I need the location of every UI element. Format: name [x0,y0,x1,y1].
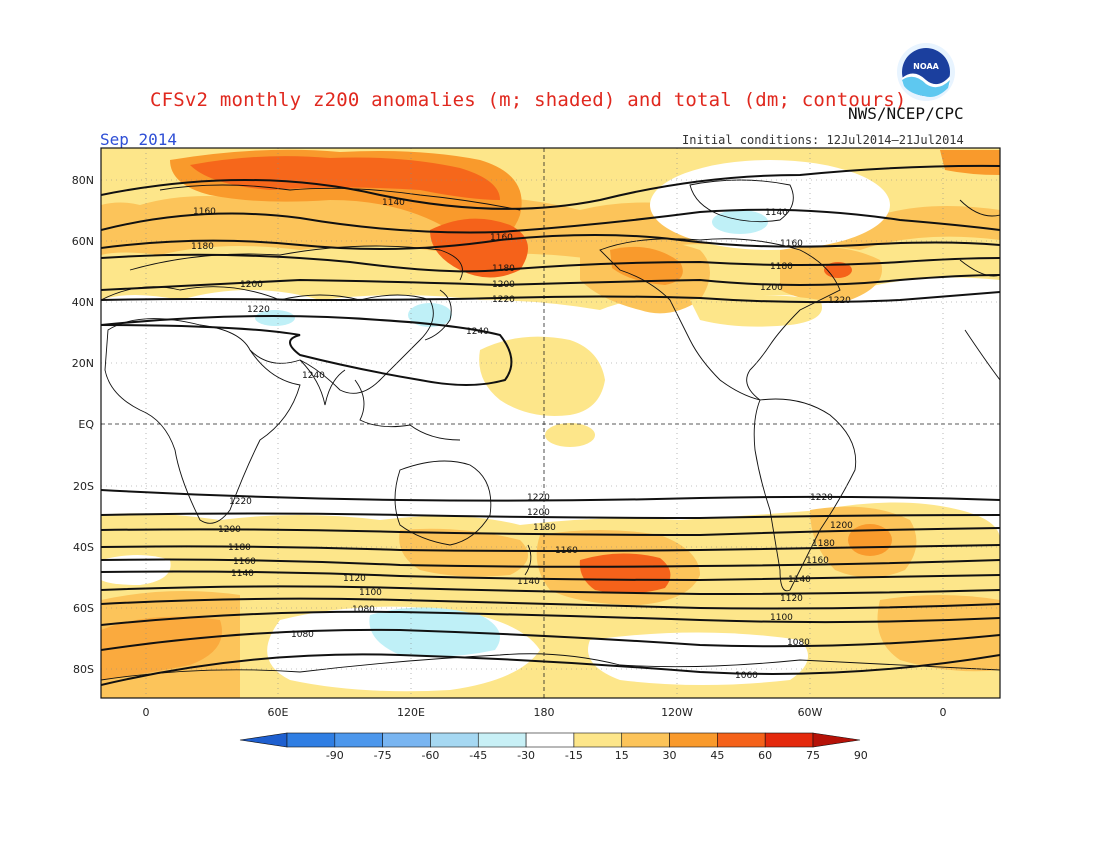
contour-label: 1180 [228,543,251,553]
contour-label: 1060 [735,671,758,681]
lon-tick-label: 0 [143,706,150,719]
contour-label: 1180 [191,242,214,252]
contour-label: 1180 [492,264,515,274]
contour-label: 1160 [233,557,256,567]
contour-label: 1200 [527,508,550,518]
colorbar-tick-label: -90 [326,749,344,762]
lon-tick-label: 120W [661,706,693,719]
contour-label: 1100 [770,613,793,623]
colorbar-tick-label: -15 [565,749,583,762]
contour-label: 1080 [291,630,314,640]
contour-label: 1080 [787,638,810,648]
contour-label: 1240 [466,327,489,337]
contour-label: 1200 [240,280,263,290]
colorbar-tick-label: 75 [806,749,820,762]
longitude-axis: 0 60E 120E 180 120W 60W 0 [143,706,947,719]
colorbar-tick-label: 90 [854,749,868,762]
contour-label: 1160 [780,239,803,249]
contour-label: 1140 [788,575,811,585]
lat-tick-label: 40N [72,296,94,309]
coastlines [101,179,1000,681]
contour-label: 1180 [770,262,793,272]
forecast-period: Sep 2014 [100,130,178,149]
initial-conditions: Initial conditions: 12Jul2014—21Jul2014 [682,133,964,147]
lat-tick-label: 20S [73,480,94,493]
contour-label: 1140 [231,569,254,579]
lon-tick-label: 60W [798,706,823,719]
colorbar: -90 -75 -60 -45 -30 -15 15 30 45 60 75 90 [239,732,868,762]
lat-tick-label: 60S [73,602,94,615]
graticule [101,148,1000,698]
colorbar-lower-extension [239,732,288,748]
colorbar-swatch [430,732,479,748]
contour-label: 1200 [830,521,853,531]
contour-label: 1200 [760,283,783,293]
colorbar-upper-extension [812,732,861,748]
colorbar-tick-label: -60 [421,749,439,762]
colorbar-swatch [717,732,766,748]
colorbar-swatch [477,732,527,748]
contour-label: 1220 [810,493,833,503]
colorbar-tick-label: -75 [374,749,392,762]
contour-label: 1220 [247,305,270,315]
contour-label: 1200 [492,280,515,290]
contour-label: 1220 [828,296,851,306]
contour-label: 1180 [812,539,835,549]
colorbar-tick-label: -45 [469,749,487,762]
lon-tick-label: 60E [268,706,289,719]
noaa-logo-icon: NOAA [897,43,955,101]
colorbar-tick-label: 60 [758,749,772,762]
contour-label: 1200 [218,525,241,535]
contour-label: 1080 [352,605,375,615]
lon-tick-label: 120E [397,706,425,719]
map-frame [100,147,1001,699]
chart-title: CFSv2 monthly z200 anomalies (m; shaded)… [150,89,907,111]
colorbar-swatch [764,732,814,748]
colorbar-swatch [621,732,670,748]
contour-label: 1220 [229,497,252,507]
latitude-axis: 80N 60N 40N 20N EQ 20S 40S 60S 80S [72,174,95,676]
contour-labels: 1140 1140 1160 1160 1160 1180 1180 1180 … [191,198,853,681]
colorbar-tick-label: 15 [615,749,629,762]
colorbar-swatch [286,732,336,748]
contour-label: 1220 [527,493,550,503]
lat-tick-label: 80N [72,174,94,187]
contour-label: 1140 [765,208,788,218]
lon-tick-label: 180 [534,706,555,719]
height-contours [101,164,1000,686]
colorbar-swatch [382,732,431,748]
contour-label: 1240 [302,371,325,381]
lat-tick-label: 40S [73,541,94,554]
lat-tick-label: 20N [72,357,94,370]
contour-label: 1120 [780,594,803,604]
contour-label: 1160 [490,233,513,243]
contour-label: 1160 [555,546,578,556]
lat-tick-label: 60N [72,235,94,248]
contour-label: 1140 [382,198,405,208]
svg-text:NOAA: NOAA [913,62,939,71]
colorbar-swatch [525,732,575,748]
contour-label: 1220 [492,295,515,305]
agency-label: NWS/NCEP/CPC [848,104,964,123]
contour-label: 1180 [533,523,556,533]
colorbar-swatch [334,732,383,748]
contour-label: 1160 [193,207,216,217]
contour-label: 1120 [343,574,366,584]
contour-label: 1100 [359,588,382,598]
lon-tick-label: 0 [940,706,947,719]
contour-label: 1160 [806,556,829,566]
colorbar-swatch [669,732,718,748]
colorbar-tick-label: -30 [517,749,535,762]
lat-tick-label: EQ [78,418,94,431]
contour-label: 1140 [517,577,540,587]
lat-tick-label: 80S [73,663,94,676]
colorbar-tick-label: 30 [663,749,677,762]
colorbar-swatch [573,732,623,748]
colorbar-tick-label: 45 [710,749,724,762]
